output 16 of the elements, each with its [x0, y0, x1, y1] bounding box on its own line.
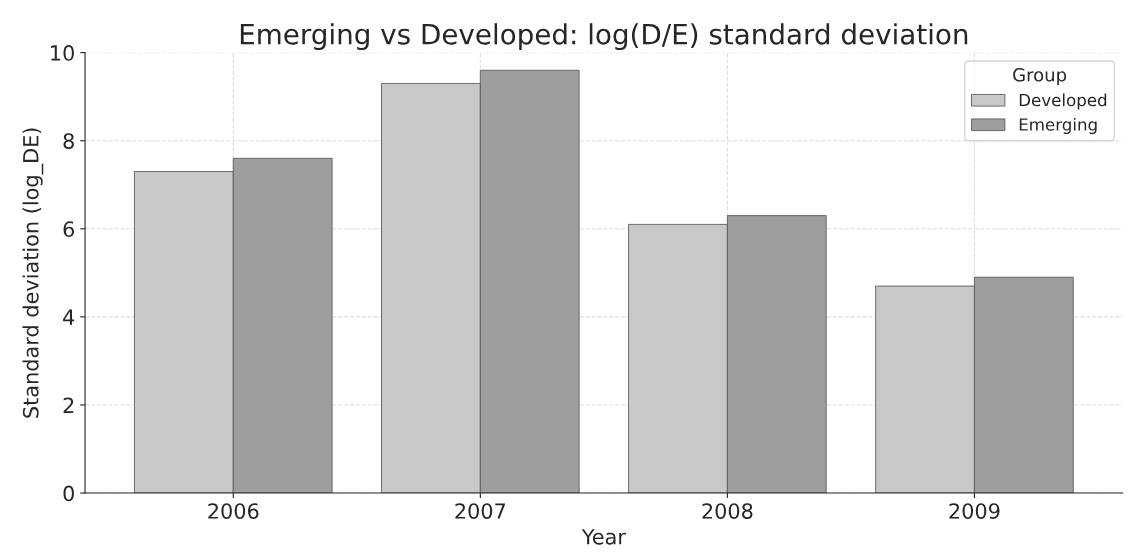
- legend-label: Developed: [1019, 93, 1107, 110]
- y-tick-label: 6: [63, 221, 75, 238]
- chart-title: Emerging vs Developed: log(D/E) standard deviation: [240, 23, 968, 51]
- legend-title: Group: [1013, 67, 1067, 86]
- y-axis-title: Standard deviation (log_DE): [22, 128, 44, 418]
- x-tick-label: 2007: [455, 503, 506, 519]
- x-tick-label: 2009: [949, 503, 1000, 519]
- y-tick-label: 2: [63, 397, 74, 413]
- y-tick-label: 4: [63, 309, 75, 325]
- x-tick-label: 2008: [702, 503, 753, 519]
- y-tick-label: 0: [63, 485, 74, 502]
- x-axis-title: Year: [581, 529, 626, 545]
- y-tick-label: 10: [51, 45, 74, 61]
- y-tick-label: 8: [63, 133, 74, 149]
- legend-label: Emerging: [1019, 117, 1097, 135]
- x-tick-label: 2006: [208, 503, 259, 519]
